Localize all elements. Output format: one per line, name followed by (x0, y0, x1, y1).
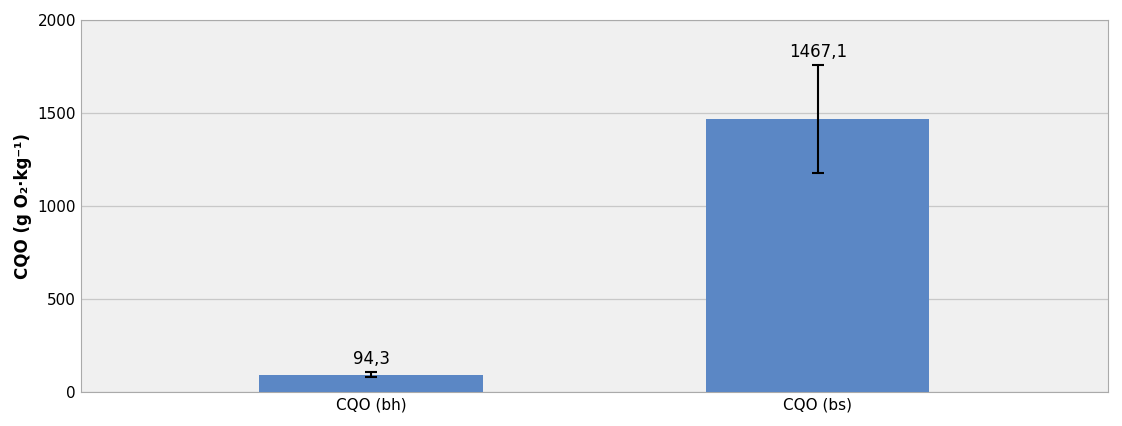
Bar (259, 375, 482, 392)
Text: 1467,1: 1467,1 (789, 43, 847, 61)
Y-axis label: CQO (g O₂·kg⁻¹): CQO (g O₂·kg⁻¹) (13, 133, 31, 279)
Bar (706, 119, 929, 392)
Text: 94,3: 94,3 (352, 350, 389, 368)
